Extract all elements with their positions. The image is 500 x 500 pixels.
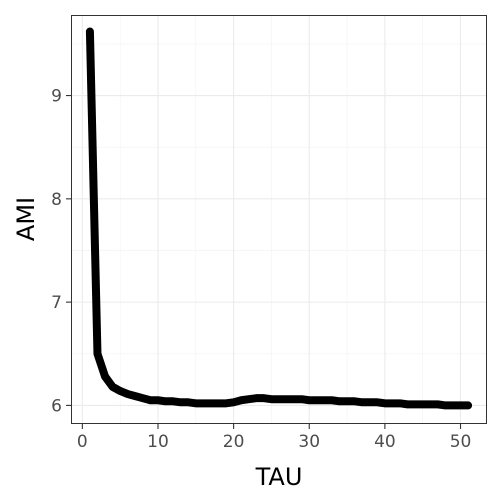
x-tick-label: 0 <box>77 432 88 452</box>
series-layer <box>85 27 473 410</box>
x-tick-label: 10 <box>147 432 169 452</box>
grid <box>71 15 487 424</box>
y-tick-label: 6 <box>51 396 62 416</box>
x-tick-label: 50 <box>450 432 472 452</box>
y-axis-title: AMI <box>12 197 40 241</box>
plot-panel-border <box>71 15 487 424</box>
y-tick-label: 8 <box>51 190 62 210</box>
plot-background <box>71 15 487 424</box>
series-line <box>85 27 473 410</box>
y-tick-label: 7 <box>51 293 62 313</box>
x-axis-title: TAU <box>255 463 303 491</box>
x-tick-label: 30 <box>298 432 320 452</box>
x-axis: 0 10 20 30 40 50 <box>77 424 471 452</box>
x-tick-label: 40 <box>374 432 396 452</box>
y-tick-label: 9 <box>51 87 62 107</box>
x-tick-label: 20 <box>223 432 245 452</box>
y-axis: 6 7 8 9 <box>51 87 71 416</box>
